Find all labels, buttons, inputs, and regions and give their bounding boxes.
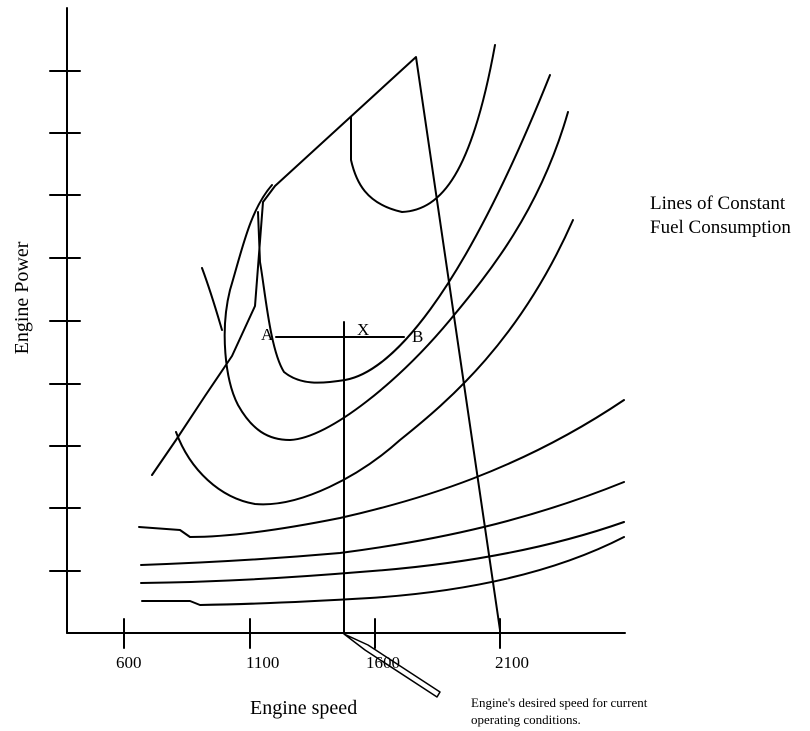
fuel-line-1 [350, 44, 496, 213]
annotation-line-1: Engine's desired speed for current [471, 695, 648, 710]
x-tick-label-1100: 1100 [246, 653, 279, 672]
y-ticks [49, 70, 81, 572]
fuel-line-7 [140, 521, 625, 584]
fuel-line-6 [140, 481, 625, 566]
x-axis-label: Engine speed [250, 697, 357, 719]
fuel-line-4 [175, 219, 574, 506]
fuel-line-3 [223, 111, 569, 441]
fuel-line-2 [257, 74, 551, 384]
x-tick-label-1600: 1600 [366, 653, 400, 672]
point-label-a: A [261, 325, 274, 344]
max-power-envelope [151, 56, 501, 631]
point-label-x: X [357, 320, 369, 339]
x-ticks [123, 618, 501, 649]
x-tick-label-600: 600 [116, 653, 142, 672]
y-axis-label: Engine Power [11, 241, 33, 354]
annotation-arrow [343, 633, 441, 698]
series-label-line-1: Lines of Constant [650, 193, 786, 214]
x-tick-label-2100: 2100 [495, 653, 529, 672]
annotation-line-2: operating conditions. [471, 712, 581, 727]
fuel-line-5 [138, 399, 625, 538]
point-label-b: B [412, 327, 423, 346]
series-label-line-2: Fuel Consumption [650, 217, 791, 238]
fuel-line-8 [141, 536, 625, 606]
